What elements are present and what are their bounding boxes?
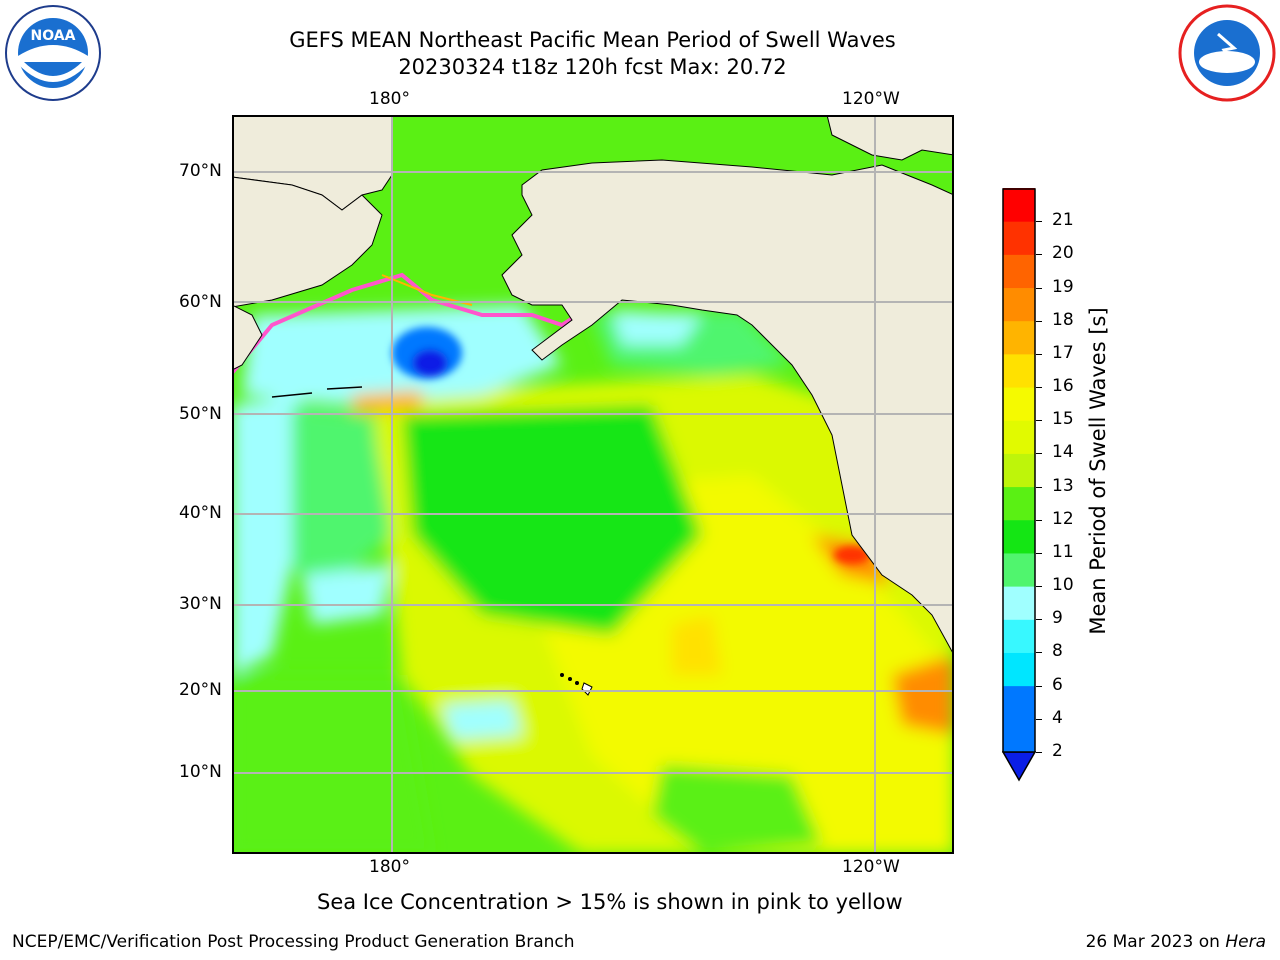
- lat-label-60n: 60°N: [179, 292, 222, 312]
- lat-label-70n: 70°N: [179, 161, 222, 181]
- colorbar-tick-mark: [1036, 752, 1042, 753]
- lon-label-180-top: 180°: [369, 89, 410, 109]
- colorbar-tick-label: 21: [1052, 210, 1074, 231]
- colorbar-tick-label: 13: [1052, 475, 1074, 496]
- colorbar-band: [1003, 552, 1035, 587]
- footer-date-text: 26 Mar 2023 on: [1085, 932, 1226, 952]
- colorbar-band: [1003, 320, 1035, 355]
- colorbar-tick-label: 19: [1052, 276, 1074, 297]
- lat-label-10n: 10°N: [179, 762, 222, 782]
- colorbar-tick-mark: [1036, 353, 1042, 355]
- footer-date: 26 Mar 2023 on Hera: [1086, 932, 1266, 952]
- lon-label-120w-top: 120°W: [842, 89, 900, 109]
- colorbar-tick-label: 10: [1052, 575, 1074, 596]
- colorbar-tick-label: 14: [1052, 442, 1074, 463]
- colorbar-tick-mark: [1036, 387, 1042, 389]
- colorbar-tick-mark: [1036, 254, 1042, 256]
- colorbar-tick-label: 4: [1052, 707, 1063, 728]
- colorbar-band: [1003, 519, 1035, 554]
- colorbar-tick-label: 12: [1052, 508, 1074, 529]
- colorbar-band: [1003, 188, 1035, 222]
- lat-label-40n: 40°N: [179, 503, 222, 523]
- colorbar-tick-mark: [1036, 221, 1042, 223]
- colorbar-tick-mark: [1036, 652, 1042, 654]
- chart-title: GEFS MEAN Northeast Pacific Mean Period …: [289, 28, 896, 52]
- footer-credit: NCEP/EMC/Verification Post Processing Pr…: [12, 932, 575, 952]
- colorbar-tick-mark: [1036, 519, 1042, 521]
- lat-label-50n: 50°N: [179, 404, 222, 424]
- colorbar-tick-mark: [1036, 619, 1042, 621]
- colorbar-tick-mark: [1036, 586, 1042, 588]
- footer-host: Hera: [1225, 932, 1266, 952]
- lat-label-30n: 30°N: [179, 594, 222, 614]
- colorbar: [1002, 188, 1036, 784]
- colorbar-tick-label: 18: [1052, 309, 1074, 330]
- colorbar-extend-triangle: [1002, 751, 1036, 782]
- colorbar-label: Mean Period of Swell Waves [s]: [1086, 307, 1110, 635]
- colorbar-band: [1003, 586, 1035, 620]
- chart-subtitle: 20230324 t18z 120h fcst Max: 20.72: [398, 55, 787, 79]
- sea-ice-caption: Sea Ice Concentration > 15% is shown in …: [317, 890, 903, 914]
- colorbar-tick-mark: [1036, 552, 1042, 554]
- colorbar-tick-mark: [1036, 420, 1042, 422]
- colorbar-tick-label: 17: [1052, 342, 1074, 363]
- colorbar-band: [1003, 353, 1035, 388]
- colorbar-tick-label: 20: [1052, 243, 1074, 264]
- colorbar-tick-mark: [1036, 685, 1042, 687]
- colorbar-band: [1003, 619, 1035, 653]
- lon-label-180-bottom: 180°: [369, 857, 410, 877]
- national-weather-service-logo: [1178, 4, 1276, 102]
- lon-label-120w-bottom: 120°W: [842, 857, 900, 877]
- colorbar-band: [1003, 254, 1035, 289]
- colorbar-band: [1003, 453, 1035, 488]
- colorbar-band: [1003, 221, 1035, 255]
- colorbar-band: [1003, 652, 1035, 687]
- colorbar-tick-mark: [1036, 287, 1042, 289]
- colorbar-tick-label: 8: [1052, 641, 1063, 662]
- lat-label-20n: 20°N: [179, 680, 222, 700]
- colorbar-tick-label: 16: [1052, 376, 1074, 397]
- noaa-logo: NOAA: [4, 4, 102, 102]
- colorbar-band: [1003, 718, 1035, 753]
- colorbar-tick-mark: [1036, 486, 1042, 488]
- svg-text:NOAA: NOAA: [31, 28, 76, 44]
- colorbar-tick-label: 11: [1052, 541, 1074, 562]
- map-panel: [232, 115, 954, 854]
- colorbar-band: [1003, 486, 1035, 521]
- colorbar-band: [1003, 387, 1035, 421]
- colorbar-tick-mark: [1036, 320, 1042, 322]
- colorbar-tick-label: 9: [1052, 608, 1063, 629]
- colorbar-tick-mark: [1036, 718, 1042, 720]
- colorbar-band: [1003, 685, 1035, 720]
- colorbar-tick-label: 6: [1052, 674, 1063, 695]
- colorbar-tick-label: 15: [1052, 409, 1074, 430]
- colorbar-band: [1003, 420, 1035, 454]
- colorbar-band: [1003, 287, 1035, 322]
- colorbar-tick-label: 2: [1052, 741, 1063, 761]
- colorbar-tick-mark: [1036, 453, 1042, 455]
